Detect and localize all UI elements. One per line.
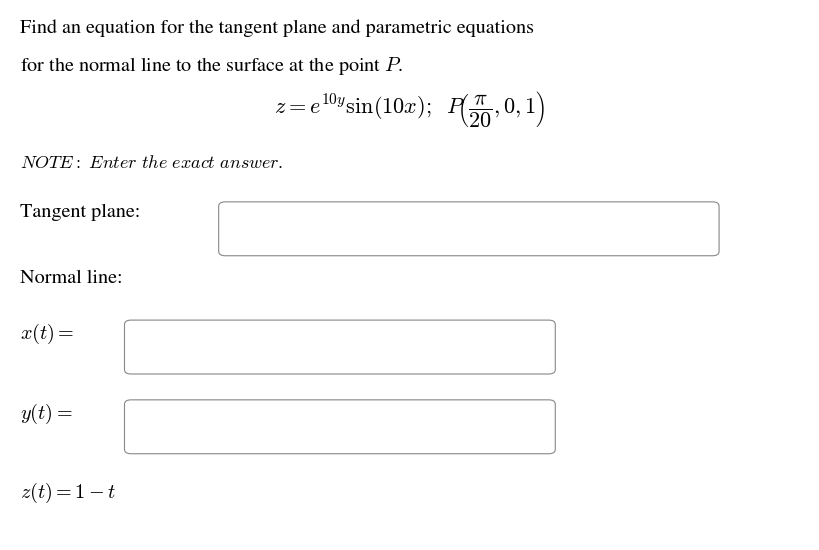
- Text: $x(t) =$: $x(t) =$: [20, 322, 75, 346]
- FancyBboxPatch shape: [219, 202, 719, 256]
- Text: $\mathit{NOTE{:}\ Enter\ the\ exact\ answer.}$: $\mathit{NOTE{:}\ Enter\ the\ exact\ ans…: [20, 155, 284, 172]
- FancyBboxPatch shape: [124, 320, 555, 374]
- Text: for the normal line to the surface at the point $P$.: for the normal line to the surface at th…: [20, 55, 404, 77]
- Text: $y(t) =$: $y(t) =$: [20, 402, 74, 426]
- Text: $z = e^{10y}\sin(10x); \;\; P\!\left(\dfrac{\pi}{20},0,1\right)$: $z = e^{10y}\sin(10x); \;\; P\!\left(\df…: [274, 89, 545, 129]
- Text: Find an equation for the tangent plane and parametric equations: Find an equation for the tangent plane a…: [20, 19, 535, 37]
- FancyBboxPatch shape: [124, 400, 555, 454]
- Text: $z(t) = 1-t$: $z(t) = 1-t$: [20, 481, 117, 505]
- Text: Tangent plane:: Tangent plane:: [20, 204, 141, 221]
- Text: Normal line:: Normal line:: [20, 270, 123, 287]
